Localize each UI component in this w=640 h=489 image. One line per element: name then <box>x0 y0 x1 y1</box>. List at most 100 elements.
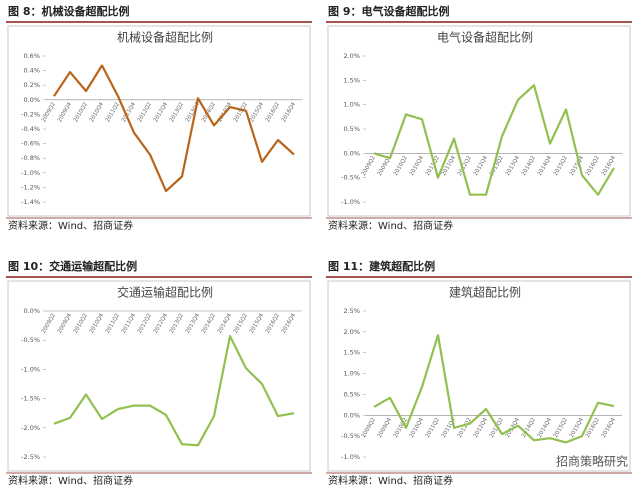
source-note: 资料来源：Wind、招商证券 <box>328 219 453 232</box>
data-line <box>53 64 295 193</box>
x-tick-label: 2015Q2 <box>553 417 569 439</box>
x-tick-label: 2016Q4 <box>601 155 617 177</box>
x-tick-label: 2009Q2 <box>361 417 377 439</box>
y-tick-label: 0.4% <box>23 67 40 75</box>
y-tick-label: -0.5% <box>341 174 360 182</box>
data-line <box>373 334 615 444</box>
x-tick-label: 2012Q4 <box>153 312 169 334</box>
x-tick-label: 2012Q2 <box>137 102 153 124</box>
x-tick-label: 2014Q2 <box>201 102 217 124</box>
y-tick-label: 1.5% <box>343 349 360 357</box>
x-tick-label: 2016Q4 <box>601 417 617 439</box>
x-tick-label: 2009Q2 <box>41 102 57 124</box>
figure-heading: 图 9：电气设备超配比例 <box>328 4 449 18</box>
x-tick-label: 2016Q4 <box>281 101 297 123</box>
chart-frame <box>7 25 311 217</box>
y-tick-label: 1.0% <box>343 370 360 378</box>
figure-heading: 图 8：机械设备超配比例 <box>8 4 129 18</box>
x-tick-label: 2009Q4 <box>57 101 73 123</box>
y-tick-label: 0.6% <box>23 52 40 60</box>
y-tick-label: 0.0% <box>23 96 40 104</box>
x-tick-label: 2010Q2 <box>73 313 89 335</box>
x-tick-label: 2015Q4 <box>249 312 265 334</box>
x-tick-label: 2009Q4 <box>377 417 393 439</box>
x-tick-label: 2014Q2 <box>201 313 217 335</box>
y-tick-label: -2.0% <box>21 424 40 432</box>
x-tick-label: 2011Q2 <box>425 417 441 439</box>
figure-heading: 图 11：建筑超配比例 <box>328 259 435 273</box>
x-tick-label: 2009Q2 <box>41 313 57 335</box>
y-tick-label: -0.2% <box>21 110 40 118</box>
x-tick-label: 2013Q4 <box>505 155 521 177</box>
x-tick-label: 2015Q4 <box>249 101 265 123</box>
y-tick-label: -1.0% <box>21 365 40 373</box>
y-tick-label: 0.0% <box>343 411 360 419</box>
x-tick-label: 2011Q2 <box>105 102 121 124</box>
source-note: 资料来源：Wind、招商证券 <box>8 219 133 232</box>
y-tick-label: 1.0% <box>343 101 360 109</box>
x-tick-label: 2016Q4 <box>281 312 297 334</box>
figure-heading: 图 10：交通运输超配比例 <box>8 259 137 273</box>
x-tick-label: 2013Q4 <box>185 312 201 334</box>
y-tick-label: 2.5% <box>343 307 360 315</box>
x-tick-label: 2016Q2 <box>585 417 601 439</box>
y-tick-label: 0.0% <box>343 149 360 157</box>
x-tick-label: 2010Q4 <box>89 312 105 334</box>
x-tick-label: 2016Q2 <box>265 313 281 335</box>
x-tick-label: 2012Q2 <box>457 417 473 439</box>
x-tick-label: 2011Q4 <box>121 312 137 334</box>
y-tick-label: 0.2% <box>23 81 40 89</box>
x-tick-label: 2012Q2 <box>137 313 153 335</box>
x-tick-label: 2012Q4 <box>153 101 169 123</box>
y-tick-label: -0.6% <box>21 140 40 148</box>
watermark: 招商策略研究 <box>556 454 628 469</box>
chart-title: 电气设备超配比例 <box>437 30 533 45</box>
chart-title: 建筑超配比例 <box>449 285 521 300</box>
y-tick-label: -1.2% <box>21 183 40 191</box>
x-tick-label: 2012Q4 <box>473 155 489 177</box>
x-tick-label: 2016Q2 <box>265 102 281 124</box>
y-tick-label: 0.5% <box>343 390 360 398</box>
y-tick-label: -0.8% <box>21 154 40 162</box>
y-tick-label: -2.5% <box>21 453 40 461</box>
x-tick-label: 2014Q4 <box>537 417 553 439</box>
y-tick-label: -0.5% <box>341 432 360 440</box>
chart-frame <box>7 280 311 472</box>
x-tick-label: 2010Q2 <box>393 155 409 177</box>
y-tick-label: -1.0% <box>341 198 360 206</box>
y-tick-label: -0.5% <box>21 336 40 344</box>
y-tick-label: -1.4% <box>21 198 40 206</box>
data-line <box>53 335 295 447</box>
x-tick-label: 2010Q4 <box>409 155 425 177</box>
x-tick-label: 2015Q2 <box>233 313 249 335</box>
x-tick-label: 2010Q4 <box>89 101 105 123</box>
x-tick-label: 2009Q4 <box>57 312 73 334</box>
data-line <box>373 84 615 196</box>
x-tick-label: 2013Q2 <box>169 102 185 124</box>
source-note: 资料来源：Wind、招商证券 <box>8 474 133 487</box>
source-note: 资料来源：Wind、招商证券 <box>328 474 453 487</box>
x-tick-label: 2010Q4 <box>409 417 425 439</box>
y-tick-label: 1.5% <box>343 76 360 84</box>
chart-frame <box>327 280 631 472</box>
y-tick-label: 2.0% <box>343 52 360 60</box>
y-tick-label: -1.0% <box>341 453 360 461</box>
x-tick-label: 2016Q2 <box>585 155 601 177</box>
x-tick-label: 2011Q2 <box>105 313 121 335</box>
x-tick-label: 2010Q2 <box>73 102 89 124</box>
x-tick-label: 2014Q2 <box>521 155 537 177</box>
y-tick-label: -0.4% <box>21 125 40 133</box>
y-tick-label: 0.5% <box>343 125 360 133</box>
y-tick-label: -1.0% <box>21 169 40 177</box>
y-tick-label: -1.5% <box>21 395 40 403</box>
x-tick-label: 2013Q2 <box>169 313 185 335</box>
y-tick-label: 2.0% <box>343 328 360 336</box>
chart-frame <box>327 25 631 217</box>
x-tick-label: 2009Q2 <box>361 155 377 177</box>
x-tick-label: 2014Q4 <box>217 312 233 334</box>
chart-title: 机械设备超配比例 <box>117 30 213 45</box>
